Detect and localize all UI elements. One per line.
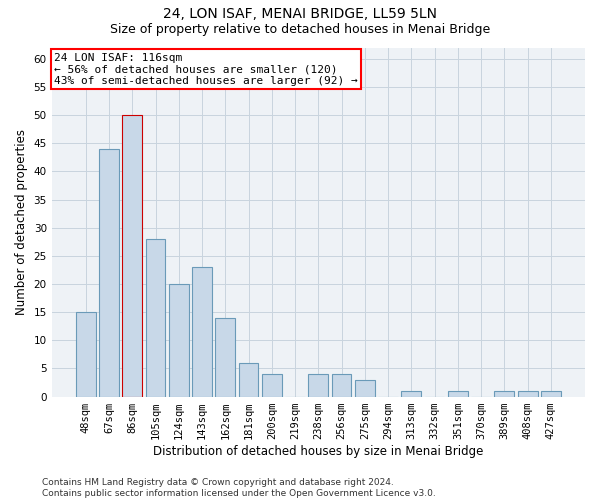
Bar bbox=[215, 318, 235, 396]
Text: Size of property relative to detached houses in Menai Bridge: Size of property relative to detached ho… bbox=[110, 22, 490, 36]
Bar bbox=[169, 284, 188, 397]
Bar bbox=[146, 239, 166, 396]
Bar bbox=[494, 391, 514, 396]
X-axis label: Distribution of detached houses by size in Menai Bridge: Distribution of detached houses by size … bbox=[153, 444, 484, 458]
Text: 24, LON ISAF, MENAI BRIDGE, LL59 5LN: 24, LON ISAF, MENAI BRIDGE, LL59 5LN bbox=[163, 8, 437, 22]
Bar bbox=[332, 374, 352, 396]
Bar bbox=[448, 391, 468, 396]
Bar bbox=[541, 391, 561, 396]
Bar bbox=[99, 149, 119, 396]
Text: 24 LON ISAF: 116sqm
← 56% of detached houses are smaller (120)
43% of semi-detac: 24 LON ISAF: 116sqm ← 56% of detached ho… bbox=[55, 52, 358, 86]
Bar bbox=[401, 391, 421, 396]
Bar bbox=[239, 363, 259, 396]
Bar bbox=[192, 267, 212, 396]
Y-axis label: Number of detached properties: Number of detached properties bbox=[15, 129, 28, 315]
Bar bbox=[262, 374, 282, 396]
Text: Contains HM Land Registry data © Crown copyright and database right 2024.
Contai: Contains HM Land Registry data © Crown c… bbox=[42, 478, 436, 498]
Bar bbox=[122, 115, 142, 396]
Bar bbox=[308, 374, 328, 396]
Bar bbox=[518, 391, 538, 396]
Bar bbox=[355, 380, 375, 396]
Bar bbox=[76, 312, 95, 396]
